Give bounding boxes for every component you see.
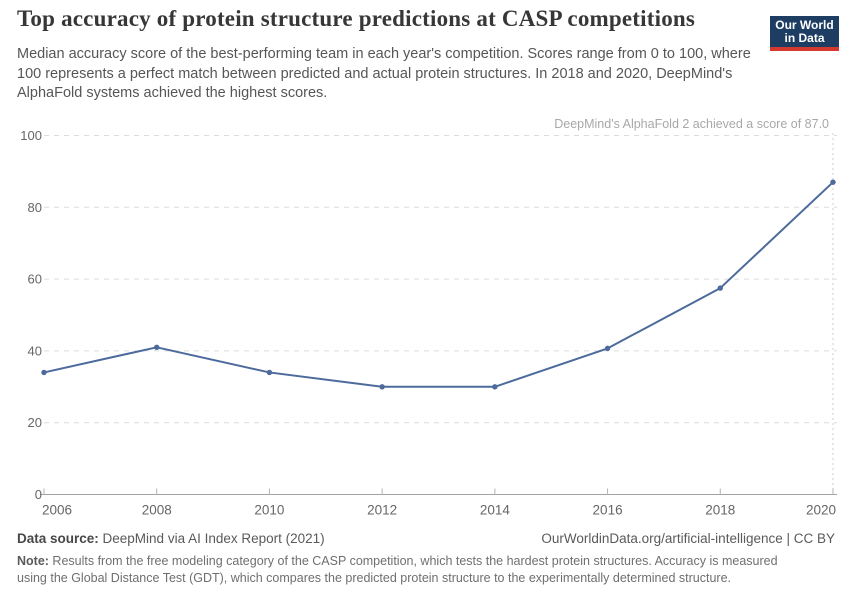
x-axis-tick-label: 2014 xyxy=(480,503,511,518)
data-series-line xyxy=(43,181,834,388)
owid-logo: Our World in Data xyxy=(770,16,839,51)
page-title: Top accuracy of protein structure predic… xyxy=(17,6,696,31)
x-axis-tick-label: 2012 xyxy=(367,503,397,518)
data-point xyxy=(154,344,160,351)
owid-logo-line1: Our World xyxy=(775,17,834,32)
data-point xyxy=(830,179,836,185)
x-axis-tick-label: 2008 xyxy=(142,503,172,518)
y-axis-tick-label: 20 xyxy=(28,415,42,430)
attribution-link: OurWorldinData.org/artificial-intelligen… xyxy=(541,531,835,546)
y-axis-tick-label: 40 xyxy=(28,343,42,358)
chart-note: Note: Results from the free modeling cat… xyxy=(17,553,809,587)
y-axis-tick-label: 60 xyxy=(28,272,42,287)
chart-footer: Data source: DeepMind via AI Index Repor… xyxy=(17,531,835,587)
data-source-text: DeepMind via AI Index Report (2021) xyxy=(98,531,325,546)
data-point xyxy=(492,384,498,390)
x-axis-tick-label: 2018 xyxy=(705,503,735,518)
x-axis-tick-label: 2010 xyxy=(254,503,284,518)
data-source: Data source: DeepMind via AI Index Repor… xyxy=(17,531,325,546)
data-point xyxy=(41,369,47,376)
owid-logo-red-bar xyxy=(770,47,839,51)
x-axis-tick-label: 2020 xyxy=(806,503,836,518)
owid-logo-box: Our World in Data xyxy=(770,16,839,47)
x-axis-tick-label: 2006 xyxy=(42,503,72,518)
data-point xyxy=(379,384,385,390)
data-point xyxy=(604,345,611,352)
data-source-label: Data source: xyxy=(17,531,99,546)
data-point xyxy=(717,285,723,291)
chart-subtitle: Median accuracy score of the best-perfor… xyxy=(17,46,751,101)
chart-annotation: DeepMind's AlphaFold 2 achieved a score … xyxy=(554,117,829,131)
y-axis-tick-label: 100 xyxy=(20,128,42,143)
chart-note-label: Note: xyxy=(17,554,49,568)
y-axis-tick-label: 0 xyxy=(35,487,42,502)
data-point xyxy=(266,369,273,376)
x-axis-tick-label: 2016 xyxy=(593,503,623,518)
line-chart: 0 20 40 60 80 100 2006 2008 2010 2012 2014 2016 2018… xyxy=(20,128,837,518)
chart-note-text: Results from the free modeling category … xyxy=(17,554,778,585)
owid-logo-line2: in Data xyxy=(784,30,825,45)
y-axis-tick-label: 80 xyxy=(28,200,42,215)
